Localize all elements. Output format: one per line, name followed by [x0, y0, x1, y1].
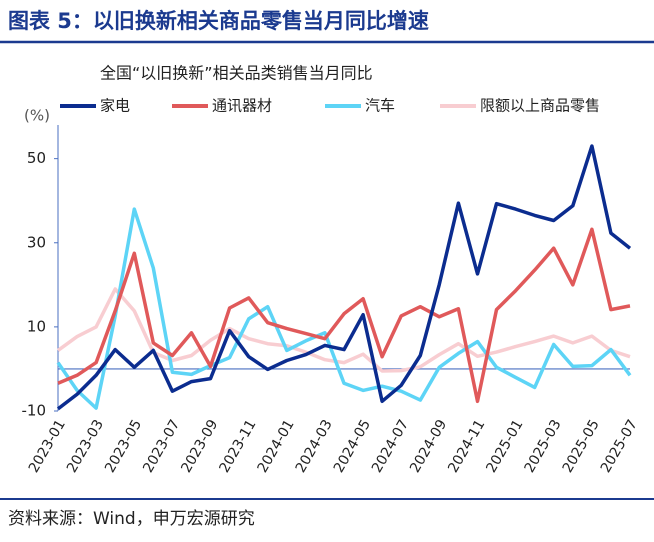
series-line	[57, 227, 631, 404]
x-tick-label: 2025-05	[560, 417, 603, 476]
x-tick-label: 2023-01	[26, 417, 69, 476]
y-tick-label: -10	[22, 402, 47, 420]
x-tick-label: 2024-05	[331, 417, 374, 476]
legend-label: 通讯器材	[212, 97, 272, 115]
chart-title: 全国“以旧换新”相关品类销售当月同比	[100, 64, 373, 83]
legend-label: 限额以上商品零售	[480, 97, 600, 115]
x-tick-label: 2025-01	[483, 417, 526, 476]
legend-label: 汽车	[365, 97, 395, 115]
series-line	[56, 144, 632, 411]
source: 资料来源：Wind，申万宏源研究	[8, 509, 255, 529]
page-title: 图表 5：以旧换新相关商品零售当月同比增速	[8, 9, 429, 33]
x-tick-label: 2023-09	[178, 417, 221, 476]
x-tick-label: 2025-07	[598, 417, 641, 476]
y-tick-label: 50	[27, 149, 46, 167]
legend-label: 家电	[100, 97, 130, 115]
series-line	[56, 207, 632, 410]
x-tick-label: 2024-01	[255, 417, 298, 476]
x-tick-label: 2023-11	[216, 417, 259, 476]
y-tick-label: 30	[27, 233, 46, 251]
x-tick-label: 2024-07	[369, 417, 412, 476]
y-label: (%)	[24, 107, 50, 125]
x-tick-label: 2024-03	[293, 417, 336, 476]
x-tick-label: 2023-05	[102, 417, 145, 476]
x-tick-label: 2025-03	[522, 417, 565, 476]
x-tick-label: 2024-09	[407, 417, 450, 476]
x-tick-label: 2023-03	[64, 417, 107, 476]
y-tick-label: 10	[27, 317, 46, 335]
x-tick-label: 2023-07	[140, 417, 183, 476]
x-tick-label: 2024-11	[445, 417, 488, 476]
